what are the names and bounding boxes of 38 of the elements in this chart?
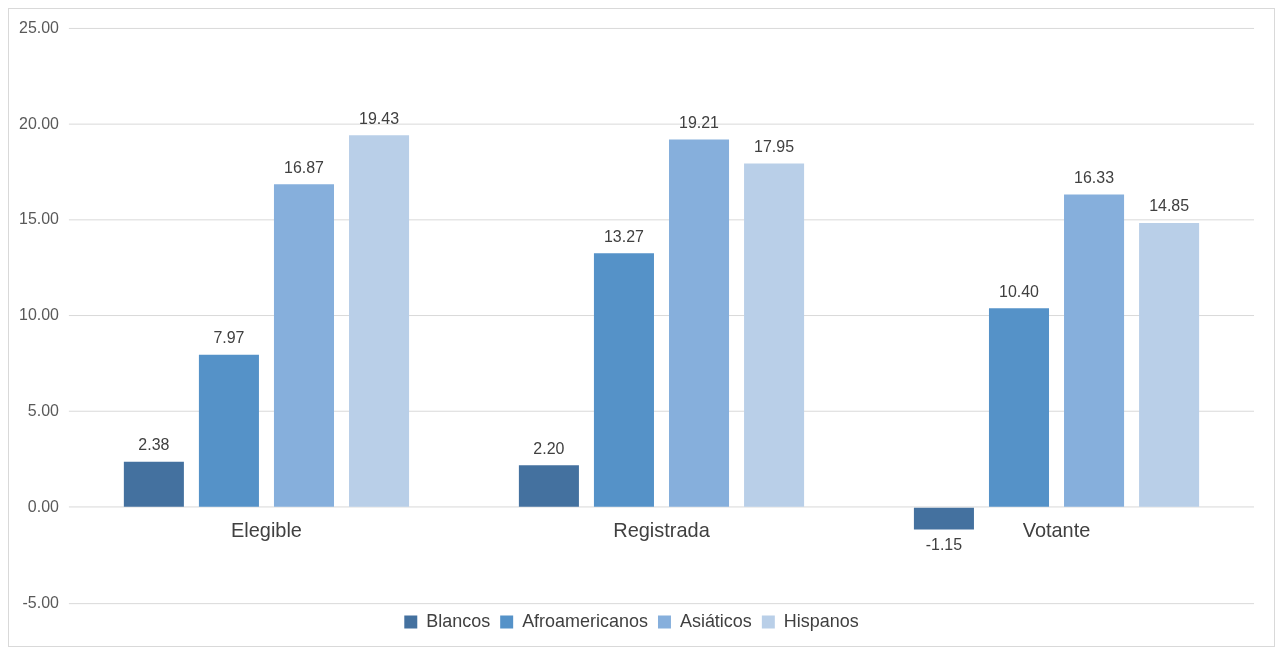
x-tick-label: Registrada xyxy=(613,518,711,541)
data-label: 10.40 xyxy=(999,282,1040,300)
bar xyxy=(198,354,259,507)
x-tick-label: Elegible xyxy=(230,518,302,541)
data-label: 13.27 xyxy=(603,227,645,245)
y-tick-label: 15.00 xyxy=(19,210,60,228)
y-tick-label: -5.00 xyxy=(22,593,60,611)
data-label: 19.21 xyxy=(679,113,720,131)
legend-label: Hispanos xyxy=(783,611,859,632)
y-tick-label: 20.00 xyxy=(19,114,60,132)
data-label: 19.43 xyxy=(359,109,400,127)
data-label: 2.38 xyxy=(138,436,170,454)
bar xyxy=(349,135,410,507)
x-tick-label: Votante xyxy=(1022,518,1091,541)
legend-label: Asiáticos xyxy=(679,611,752,632)
bar xyxy=(1139,222,1200,507)
legend-label: Afroamericanos xyxy=(522,611,648,632)
data-label: 7.97 xyxy=(213,329,245,347)
data-label: 17.95 xyxy=(754,138,795,156)
bar xyxy=(273,184,335,507)
data-label: -1.15 xyxy=(925,535,963,553)
bar xyxy=(1064,194,1125,507)
y-tick-label: 5.00 xyxy=(27,402,60,419)
data-label: 16.87 xyxy=(284,158,325,176)
data-label: 2.20 xyxy=(533,439,565,457)
data-label: 14.85 xyxy=(1149,197,1190,215)
bar xyxy=(744,163,805,507)
legend-label: Blancos xyxy=(426,611,491,632)
bar xyxy=(668,139,730,507)
y-tick-label: 25.00 xyxy=(19,18,60,36)
data-label: 16.33 xyxy=(1074,169,1115,187)
bar xyxy=(988,308,1050,507)
bar xyxy=(123,461,184,507)
bar xyxy=(593,253,654,507)
y-tick-label: 0.00 xyxy=(27,497,60,515)
bar xyxy=(913,507,974,530)
bar xyxy=(518,465,579,507)
y-tick-label: 10.00 xyxy=(19,306,60,324)
